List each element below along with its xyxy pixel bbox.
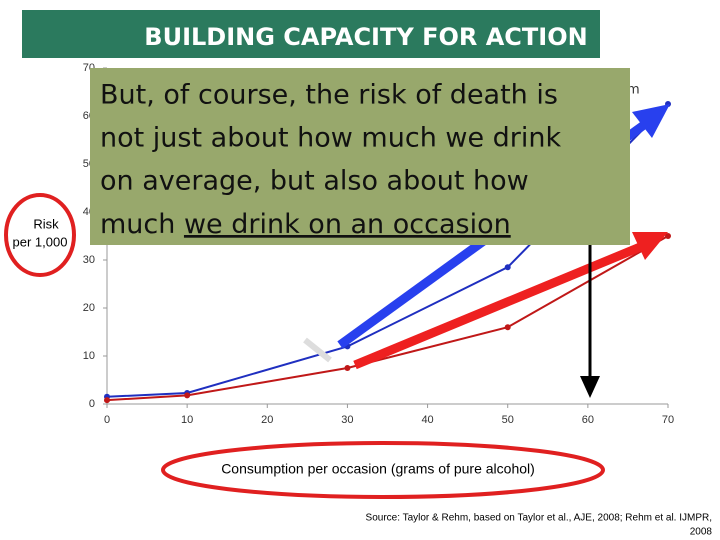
gray-arrow <box>303 337 332 363</box>
title-banner <box>22 10 600 58</box>
source: Source: Taylor & Rehm, based on Taylor e… <box>366 513 712 524</box>
y-tick-label: 30 <box>83 254 95 266</box>
point <box>665 233 671 239</box>
y-tick-label: 10 <box>83 350 95 362</box>
x-label: Consumption per occasion (grams of pure … <box>221 461 535 477</box>
point <box>184 392 191 399</box>
point <box>104 397 110 404</box>
point <box>344 365 351 371</box>
overlay-line: not just about how much we drink <box>100 123 562 154</box>
x-tick-label: 30 <box>341 414 353 426</box>
trend-line <box>106 235 669 402</box>
y-tick-label: 20 <box>83 302 95 314</box>
overlay-underlined: we drink on an occasion <box>184 209 511 240</box>
y-label: per 1,000 <box>13 234 68 249</box>
x-tick-label: 20 <box>261 414 273 426</box>
x-label-circle <box>161 441 605 499</box>
point <box>504 264 511 271</box>
overlay-line: much we drink on an occasion <box>100 209 511 240</box>
overlay-text: much <box>100 209 184 240</box>
x-tick-label: 10 <box>181 414 193 426</box>
point <box>504 324 511 331</box>
red-arrow <box>353 240 647 370</box>
x-tick-label: 50 <box>502 414 514 426</box>
y-label-circle <box>4 193 76 277</box>
x-tick-label: 40 <box>421 414 433 426</box>
black-arrowhead <box>580 376 600 398</box>
source: 2008 <box>690 527 713 538</box>
x-tick-label: 0 <box>104 414 110 426</box>
x-tick-label: 60 <box>582 414 594 426</box>
x-tick-label: 70 <box>662 414 674 426</box>
blue-arrowhead <box>632 104 670 138</box>
y-tick-label: 0 <box>89 398 95 410</box>
y-label: Risk <box>33 216 59 231</box>
overlay-box <box>90 68 630 245</box>
overlay-line: on average, but also about how <box>100 166 529 197</box>
overlay-line: But, of course, the risk of death is <box>100 80 558 111</box>
slide-title: BUILDING CAPACITY FOR ACTION <box>144 23 587 51</box>
legend-fragment: m <box>627 83 640 98</box>
red-arrowhead <box>632 232 668 260</box>
